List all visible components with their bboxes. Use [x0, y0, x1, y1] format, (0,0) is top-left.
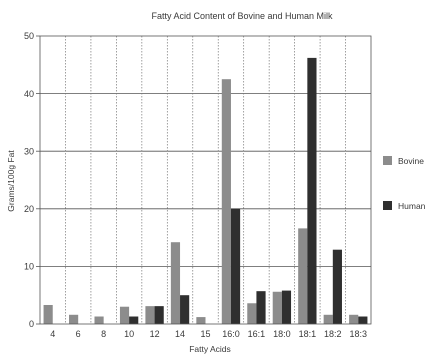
y-tick-label: 30 [24, 146, 34, 156]
bar-bovine-14 [170, 242, 181, 324]
x-tick-label: 18:3 [350, 329, 368, 339]
x-tick-label: 18:0 [273, 329, 291, 339]
chart-title: Fatty Acid Content of Bovine and Human M… [151, 11, 333, 21]
bar-human-18-2 [332, 249, 342, 324]
bar-bovine-4 [43, 304, 53, 324]
bar-human-16-0 [230, 208, 241, 324]
x-tick-label: 15 [200, 329, 210, 339]
legend-label-human: Human [398, 201, 426, 211]
x-tick-label: 14 [175, 329, 185, 339]
bars [43, 57, 368, 324]
bar-bovine-16-1 [247, 303, 257, 324]
y-tick-label: 50 [24, 31, 34, 41]
bar-bovine-18-1 [298, 228, 308, 324]
y-axis-label: Grams/100g Fat [6, 150, 16, 212]
legend-label-bovine: Bovine [398, 156, 424, 166]
bar-human-14 [180, 295, 190, 324]
legend-swatch-human [383, 201, 392, 210]
bar-bovine-18-2 [323, 314, 333, 324]
x-tick-label: 10 [124, 329, 134, 339]
bar-bovine-18-3 [349, 314, 359, 324]
y-tick-label: 0 [29, 319, 34, 329]
x-tick-label: 8 [101, 329, 106, 339]
bar-bovine-18-0 [272, 291, 282, 324]
bar-human-10 [129, 316, 139, 324]
x-tick-label: 18:2 [324, 329, 342, 339]
bar-human-18-3 [358, 316, 368, 324]
x-axis-label: Fatty Acids [189, 344, 231, 354]
bar-bovine-12 [145, 306, 155, 324]
y-tick-label: 10 [24, 262, 34, 272]
bar-human-12 [154, 306, 164, 324]
bar-bovine-6 [69, 314, 79, 324]
legend: Bovine Human [383, 156, 426, 211]
bar-bovine-16-0 [221, 79, 231, 324]
grid [40, 36, 371, 324]
bar-human-16-1 [256, 291, 266, 324]
y-axis-ticks: 0 10 20 30 40 50 [24, 31, 40, 329]
legend-swatch-bovine [383, 156, 392, 165]
x-tick-label: 16:1 [248, 329, 266, 339]
x-tick-label: 16:0 [222, 329, 240, 339]
bar-human-18-1 [307, 57, 317, 324]
bar-bovine-15 [196, 317, 206, 324]
x-tick-label: 4 [50, 329, 55, 339]
bar-bovine-8 [94, 316, 104, 324]
x-axis-ticks: 4 6 8 10 12 14 15 16:0 16:1 18:0 18:1 18:2 18:3 [50, 329, 367, 339]
x-tick-label: 18:1 [299, 329, 317, 339]
y-tick-label: 40 [24, 89, 34, 99]
bar-human-18-0 [281, 290, 292, 324]
x-tick-label: 6 [76, 329, 81, 339]
x-tick-label: 12 [150, 329, 160, 339]
bar-bovine-10 [119, 306, 130, 324]
plot-frame [39, 35, 372, 325]
y-tick-label: 20 [24, 204, 34, 214]
